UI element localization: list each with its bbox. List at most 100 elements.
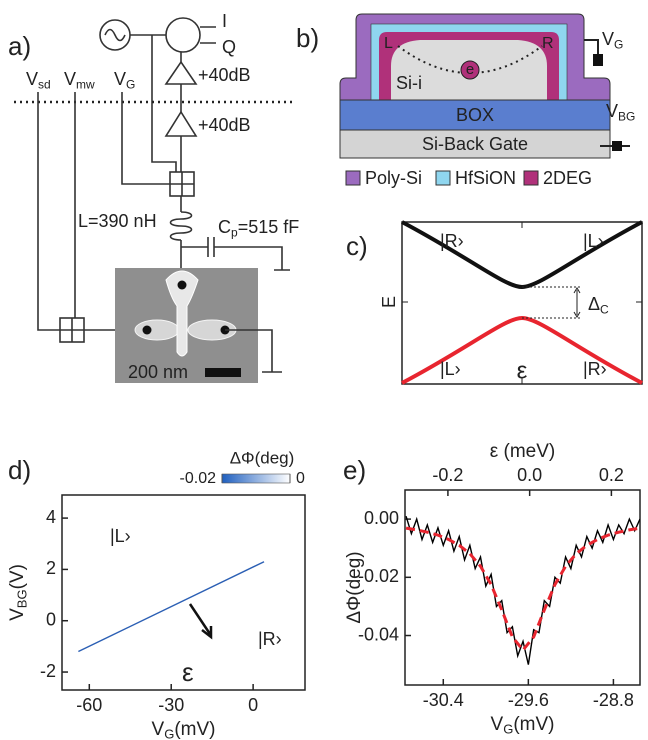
sem-lead — [134, 319, 180, 341]
electron-label: e — [466, 61, 474, 78]
capacitor-label-part: C — [218, 217, 231, 237]
x-tick-label: -30.4 — [423, 690, 464, 710]
tick — [402, 222, 642, 384]
series-line — [405, 515, 640, 665]
source-label-part: G — [126, 78, 135, 92]
box-label: BOX — [456, 105, 494, 125]
legend-label: Poly-Si — [365, 168, 422, 188]
source-label: Vsd — [26, 69, 51, 92]
gate-contact — [593, 54, 603, 66]
capacitor-label: Cp=515 fF — [218, 217, 299, 240]
channel-label: Si-i — [396, 73, 422, 93]
x2-tick-label: -0.2 — [432, 465, 463, 485]
y-tick-label: -0.04 — [358, 624, 399, 644]
capacitor — [181, 237, 290, 271]
x-label-part: V — [152, 719, 165, 740]
back-gate-label: VBG — [606, 101, 635, 124]
source-label: VG — [114, 69, 135, 92]
bias-tee-line — [170, 172, 194, 196]
colorbar-tick-label: 0 — [296, 470, 305, 487]
energy-diagram: E |R› |L› |L› |R› ε — [379, 220, 643, 385]
gap-arrow — [573, 287, 581, 318]
gain-label: +40dB — [198, 115, 251, 135]
plot-frame — [404, 489, 641, 686]
x2-tick-label: 0.2 — [599, 465, 624, 485]
annotation: |R› — [258, 629, 282, 649]
gate-wire — [584, 39, 599, 54]
x-label-part: V — [491, 714, 504, 735]
back-gate — [339, 129, 611, 159]
sem-nanowire — [165, 270, 199, 357]
i-label: I — [222, 11, 227, 31]
colorbar — [221, 473, 291, 484]
y-label-part: V — [7, 608, 28, 621]
y-tick-label: 4 — [46, 507, 56, 527]
panel-label: b) — [296, 23, 319, 53]
x-tick-label: -29.6 — [508, 690, 549, 710]
x2-label: ε (meV) — [490, 441, 555, 462]
state-label: |L› — [583, 231, 604, 251]
capacitor-label-part: =515 fF — [238, 217, 300, 237]
scale-bar-label: 200 nm — [128, 362, 188, 382]
right-label: R — [542, 35, 554, 52]
panel-label: d) — [8, 455, 31, 485]
state-label: |R› — [583, 359, 607, 379]
y-label: VBG(V) — [7, 564, 30, 621]
gap-label-part: Δ — [588, 294, 600, 314]
colorbar-label: ΔΦ(deg) — [230, 448, 295, 467]
legend-swatch — [345, 170, 361, 186]
gap-label: ΔC — [588, 294, 609, 317]
gate-label-part: G — [614, 38, 623, 52]
left-label: L — [384, 35, 393, 52]
y-tick-label: -2 — [40, 661, 56, 681]
x-label-part: G — [503, 722, 513, 737]
scale-bar — [205, 368, 241, 377]
annotation: ε — [182, 657, 194, 687]
plot-frame — [61, 494, 306, 691]
bias-tee-line — [60, 318, 84, 342]
y-tick-label: 0 — [46, 609, 56, 629]
y-label: E — [379, 296, 399, 308]
sine — [104, 28, 126, 42]
legend-label: 2DEG — [543, 168, 592, 188]
state-label: |R› — [440, 231, 464, 251]
x-tick-label: -30 — [158, 695, 184, 715]
source-label-part: mw — [76, 78, 95, 92]
back-gate-label-part: V — [606, 101, 618, 121]
contact — [177, 280, 187, 290]
legend-swatch — [523, 170, 539, 186]
contact — [142, 325, 152, 335]
source-label-part: V — [114, 69, 126, 89]
x-tick-label: -60 — [76, 695, 102, 715]
wire — [130, 26, 216, 172]
x-label-part: G — [164, 727, 174, 740]
y-label-part: BG — [15, 589, 30, 608]
x-label: ε — [517, 357, 528, 384]
x-label-part: (mV) — [174, 719, 215, 740]
series-line — [78, 561, 265, 653]
inductor-label: L=390 nH — [78, 211, 157, 231]
back-gate-label-part: BG — [618, 110, 635, 124]
legend-swatch — [435, 170, 451, 186]
mixer — [165, 17, 201, 53]
inductor — [169, 211, 193, 241]
x2-tick-label: 0.0 — [517, 465, 542, 485]
wire — [225, 329, 282, 373]
amplifier — [164, 60, 198, 85]
x-tick-label: 0 — [248, 695, 258, 715]
back-gate-label: Si-Back Gate — [422, 134, 528, 154]
panel-label: e) — [343, 455, 366, 485]
amplifier — [164, 110, 198, 137]
y-label: ΔΦ(deg) — [344, 551, 365, 623]
state-label: |L› — [440, 359, 461, 379]
electron — [460, 60, 480, 80]
source-label-part: V — [26, 69, 38, 89]
x-label: VG(mV) — [491, 714, 555, 737]
gap-line — [522, 286, 582, 319]
wire — [37, 92, 170, 331]
circuit: 200 nm I Q +40dB +40dB L=390 nH — [14, 11, 292, 383]
x-tick-label: -28.8 — [593, 690, 634, 710]
q-label: Q — [222, 37, 236, 57]
source-label-part: V — [64, 69, 76, 89]
y-tick-label: 0.00 — [364, 508, 399, 528]
